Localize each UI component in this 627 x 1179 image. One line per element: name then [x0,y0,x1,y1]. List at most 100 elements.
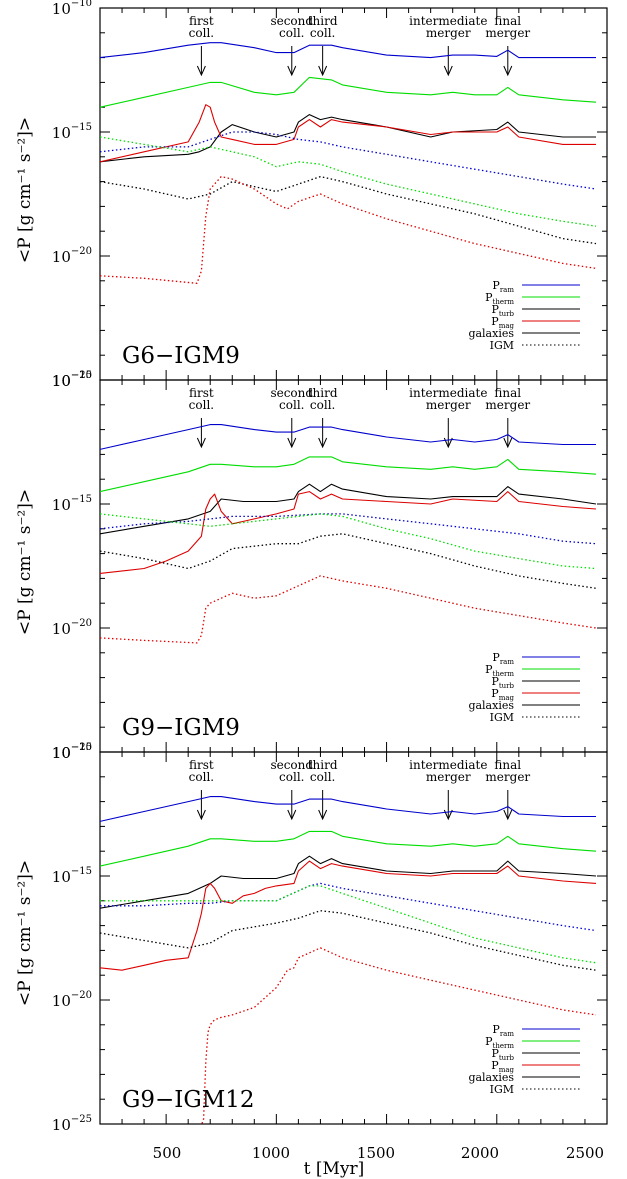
legend-label: Pmag [491,687,514,702]
event-label: final [494,386,521,400]
event-arrowhead [503,65,513,77]
event-label: coll. [279,26,304,40]
series-group [100,796,597,1124]
series-line [100,513,597,545]
event-label: second [270,386,313,400]
legend-label: Pturb [491,303,514,318]
y-tick-label: 10−20 [52,246,92,266]
event-arrowhead [443,437,453,449]
series-line [100,76,597,108]
event-arrowhead [196,65,206,77]
event-label: first [189,386,214,400]
legend-label: Pturb [491,675,514,690]
event-label: merger [485,398,530,412]
event-arrowhead [318,437,328,449]
event-arrowhead [503,437,513,449]
x-tick-label: 1500 [357,1144,395,1162]
series-line [100,910,597,971]
event-label: second [270,758,313,772]
y-tick-label: 10−10 [52,742,92,762]
series-line [100,830,597,867]
event-label: coll. [279,770,304,784]
event-arrowhead [287,65,297,77]
event-arrowhead [287,437,297,449]
y-tick-label: 10−15 [52,122,92,142]
series-line [100,175,597,245]
y-tick-label: 10−20 [52,990,92,1010]
legend-label: Ptherm [485,291,514,306]
x-axis-label: t [Myr] [304,1159,365,1179]
legend-label: IGM [490,711,514,724]
y-tick-label: 10−20 [52,618,92,638]
event-label: intermediate [409,14,487,28]
series-line [100,860,597,971]
y-axis-label: <P [g cm⁻¹ s⁻²]> <P [g cm⁻¹ s⁻²]> <P [g … [15,117,35,1006]
event-label: first [189,758,214,772]
panel-label: G6−IGM9 [122,343,240,369]
y-tick-label: 10−10 [52,370,92,390]
legend-label: Pram [492,1023,514,1038]
event-label: coll. [189,770,214,784]
legend-label: Ptherm [485,663,514,678]
event-label: coll. [310,770,335,784]
event-label: merger [426,26,471,40]
legend-label: Pram [492,651,514,666]
event-label: coll. [310,26,335,40]
y-tick-label: 10−25 [52,1114,92,1134]
event-arrowhead [503,809,513,821]
event-label: first [189,14,214,28]
plot-frame [99,379,608,753]
series-line [100,483,597,535]
y-axis-label-text: <P [g cm⁻¹ s⁻²]> [15,117,35,263]
series-line [100,42,596,59]
plot-frame [99,751,608,1125]
legend-label: IGM [490,339,514,352]
y-axis-label-text: <P [g cm⁻¹ s⁻²]> [15,860,35,1006]
legend-label: galaxies [468,327,514,340]
event-arrowhead [196,809,206,821]
y-tick-label: 10−15 [52,494,92,514]
event-label: second [270,14,313,28]
series-line [100,136,597,227]
x-tick-label: 500 [153,1144,182,1162]
event-arrowhead [443,65,453,77]
x-tick-label: 1000 [252,1144,290,1162]
event-label: coll. [310,398,335,412]
legend-label: Pmag [491,315,514,330]
event-label: final [494,758,521,772]
series-line [100,796,596,822]
y-tick-label: 10−25 [52,742,92,762]
event-label: final [494,14,521,28]
event-arrowhead [443,809,453,821]
series-line [100,575,597,644]
series-line [100,885,597,964]
plot-frame [99,7,608,381]
series-line [100,855,597,909]
event-label: coll. [189,26,214,40]
event-label: intermediate [409,386,487,400]
legend-label: IGM [490,1083,514,1096]
series-line [100,456,597,493]
series-line [100,533,597,589]
event-label: third [308,758,338,772]
event-arrowhead [318,809,328,821]
series-line [100,882,597,932]
series-group [100,42,597,284]
